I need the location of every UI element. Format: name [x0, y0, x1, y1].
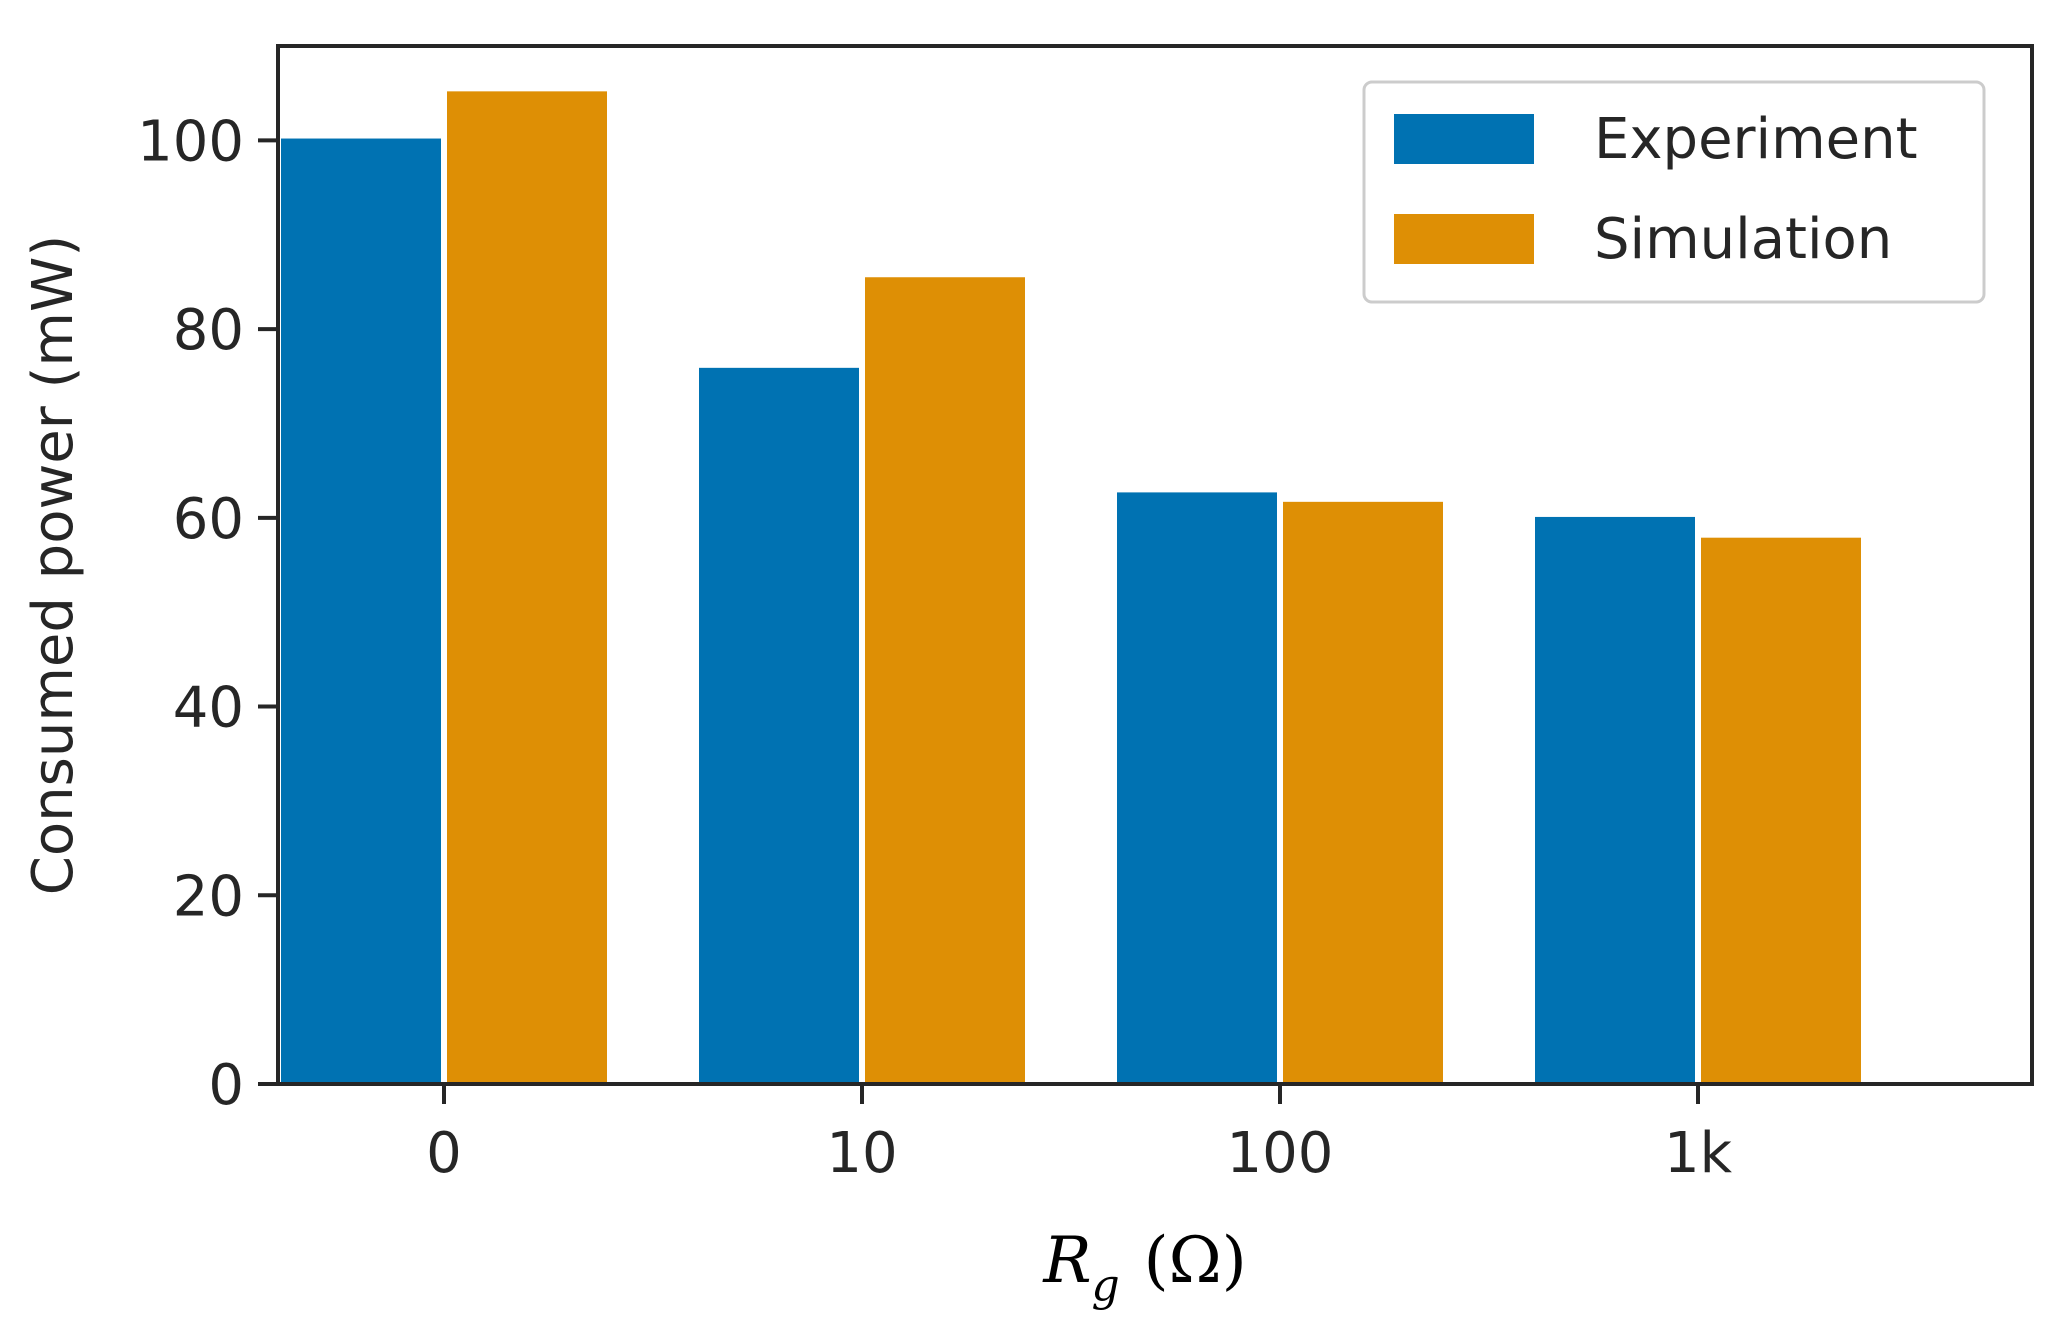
- bar-experiment-0: [279, 136, 443, 1086]
- x-tick-label: 100: [1227, 1121, 1334, 1186]
- legend-swatch-simulation: [1394, 214, 1534, 264]
- x-tick-label: 10: [826, 1121, 897, 1186]
- y-axis: 0 20 40 60 80 100: [137, 109, 278, 1118]
- bar-simulation-100: [1281, 499, 1445, 1086]
- x-axis-label-symbol: R: [1042, 1224, 1091, 1298]
- bar-simulation-1k: [1699, 535, 1863, 1085]
- x-axis-label-unit: (Ω): [1144, 1224, 1247, 1298]
- legend-label-experiment: Experiment: [1594, 107, 1918, 172]
- y-tick-label: 0: [208, 1053, 244, 1118]
- bars-layer: [279, 89, 1863, 1086]
- bar-simulation-0: [445, 89, 609, 1086]
- y-tick-label: 20: [173, 864, 244, 929]
- axes-frame: [276, 44, 2034, 1086]
- bar-simulation-10: [863, 275, 1027, 1086]
- y-tick-label: 80: [173, 298, 244, 363]
- x-tick-label: 0: [426, 1121, 462, 1186]
- bar-experiment-10: [697, 365, 861, 1085]
- legend-swatch-experiment: [1394, 114, 1534, 164]
- y-tick-label: 60: [173, 487, 244, 552]
- y-tick-label: 40: [173, 676, 244, 741]
- legend-label-simulation: Simulation: [1594, 207, 1892, 272]
- y-axis-label: Consumed power (mW): [21, 235, 86, 895]
- x-axis-label-subscript: g: [1092, 1260, 1120, 1311]
- x-axis: 0 10 100 1k: [426, 1084, 1733, 1186]
- bar-experiment-100: [1115, 490, 1279, 1085]
- x-axis-label: Rg (Ω): [1042, 1224, 1246, 1311]
- bar-experiment-1k: [1533, 514, 1697, 1085]
- x-tick-label: 1k: [1664, 1121, 1733, 1186]
- legend: Experiment Simulation: [1362, 80, 1986, 304]
- y-tick-label: 100: [137, 109, 244, 174]
